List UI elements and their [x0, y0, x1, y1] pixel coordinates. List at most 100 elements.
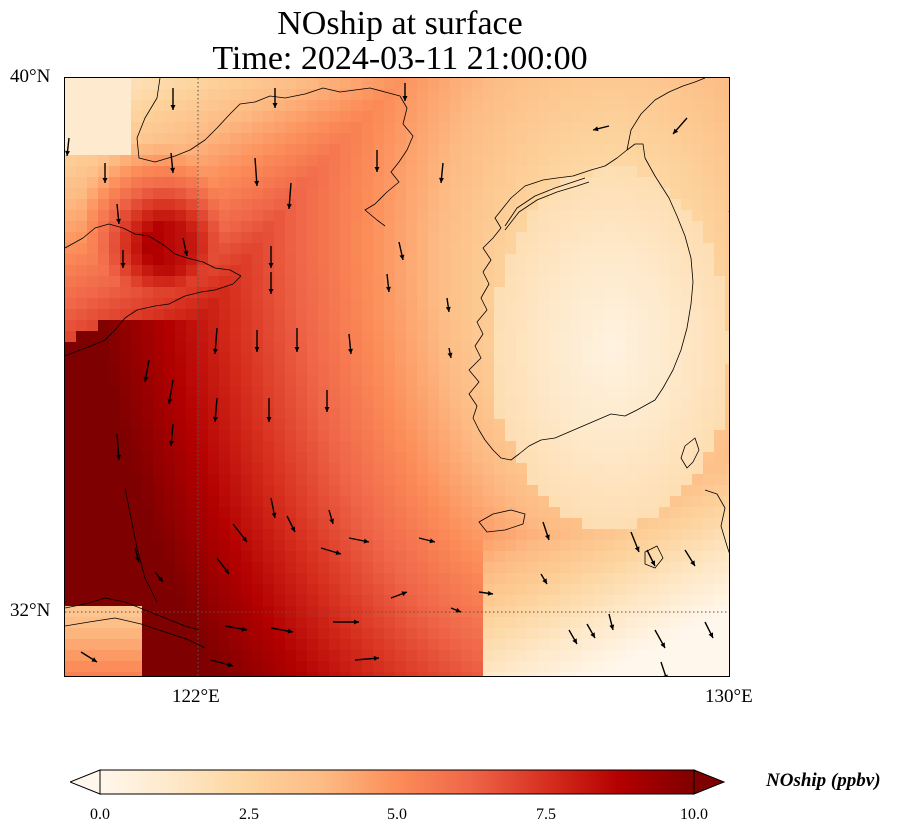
field-cell [593, 353, 605, 365]
field-cell [329, 551, 341, 563]
field-cell [571, 617, 583, 629]
field-cell [120, 584, 132, 596]
field-cell [252, 320, 264, 332]
field-cell [98, 100, 110, 112]
field-cell [351, 452, 363, 464]
field-cell [593, 650, 605, 662]
field-cell [186, 496, 198, 508]
field-cell [76, 221, 88, 233]
field-cell [76, 188, 88, 200]
field-cell [208, 111, 220, 123]
field-cell [582, 276, 594, 288]
field-cell [65, 551, 77, 563]
field-cell [65, 254, 77, 266]
field-cell [175, 298, 187, 310]
lon-tick-122e: 122°E [172, 686, 220, 707]
field-cell [318, 309, 330, 321]
field-cell [98, 298, 110, 310]
field-cell [384, 430, 396, 442]
field-cell [527, 331, 539, 343]
field-cell [593, 177, 605, 189]
field-cell [527, 276, 539, 288]
field-cell [626, 650, 638, 662]
field-cell [208, 562, 220, 574]
field-cell [648, 617, 660, 629]
field-cell [274, 386, 286, 398]
field-cell [582, 243, 594, 255]
field-cell [219, 650, 231, 662]
field-cell [263, 155, 275, 167]
field-cell [219, 639, 231, 651]
field-cell [483, 551, 495, 563]
field-cell [98, 177, 110, 189]
field-cell [307, 221, 319, 233]
field-cell [395, 155, 407, 167]
field-cell [406, 144, 418, 156]
field-cell [340, 661, 352, 673]
field-cell [230, 628, 242, 640]
field-cell [175, 331, 187, 343]
field-cell [153, 452, 165, 464]
field-cell [692, 452, 704, 464]
field-cell [373, 287, 385, 299]
field-cell [395, 672, 407, 676]
wind-arrow-head [690, 560, 695, 566]
field-cell [219, 661, 231, 673]
field-cell [131, 320, 143, 332]
field-cell [285, 386, 297, 398]
field-cell [87, 650, 99, 662]
field-cell [120, 639, 132, 651]
field-cell [87, 111, 99, 123]
field-cell [615, 496, 627, 508]
field-cell [197, 298, 209, 310]
field-cell [164, 353, 176, 365]
field-cell [175, 254, 187, 266]
field-cell [527, 507, 539, 519]
field-cell [472, 562, 484, 574]
field-cell [692, 518, 704, 530]
field-cell [263, 309, 275, 321]
field-cell [571, 672, 583, 676]
field-cell [109, 364, 121, 376]
field-cell [296, 386, 308, 398]
field-cell [230, 243, 242, 255]
field-cell [219, 89, 231, 101]
field-cell [450, 430, 462, 442]
field-cell [98, 397, 110, 409]
field-cell [186, 276, 198, 288]
field-cell [549, 122, 561, 134]
field-cell [98, 573, 110, 585]
field-cell [120, 199, 132, 211]
field-cell [428, 430, 440, 442]
field-cell [329, 133, 341, 145]
field-cell [285, 254, 297, 266]
field-cell [626, 111, 638, 123]
field-cell [87, 386, 99, 398]
field-cell [505, 254, 517, 266]
field-cell [109, 386, 121, 398]
field-cell [230, 485, 242, 497]
field-cell [505, 628, 517, 640]
field-cell [648, 551, 660, 563]
field-cell [362, 496, 374, 508]
field-cell [384, 78, 396, 90]
field-cell [362, 386, 374, 398]
field-cell [406, 452, 418, 464]
field-cell [505, 551, 517, 563]
field-cell [87, 364, 99, 376]
field-cell [65, 111, 77, 123]
field-cell [175, 100, 187, 112]
field-cell [538, 342, 550, 354]
field-cell [296, 188, 308, 200]
field-cell [285, 133, 297, 145]
field-cell [637, 496, 649, 508]
field-cell [296, 342, 308, 354]
field-cell [351, 639, 363, 651]
field-cell [494, 430, 506, 442]
field-cell [725, 595, 729, 607]
field-cell [362, 375, 374, 387]
field-cell [274, 78, 286, 90]
field-cell [692, 430, 704, 442]
field-cell [637, 177, 649, 189]
field-cell [208, 89, 220, 101]
